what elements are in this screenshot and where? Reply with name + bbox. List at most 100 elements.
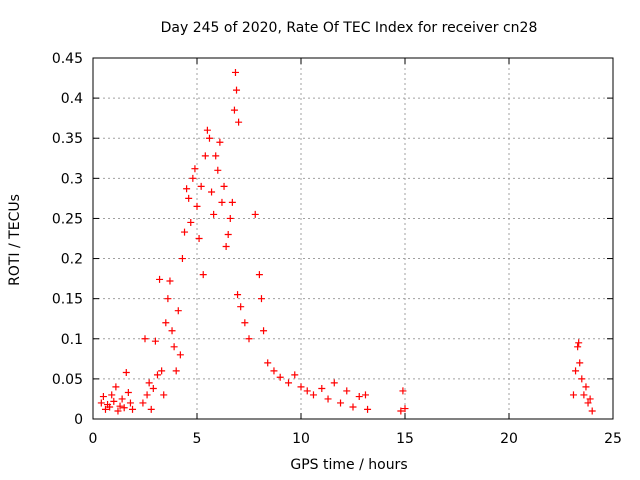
y-tick-label: 0.25 xyxy=(52,211,83,227)
data-point xyxy=(230,106,238,114)
data-point xyxy=(162,319,170,327)
x-tick-label: 20 xyxy=(500,431,518,447)
data-point xyxy=(129,405,137,413)
y-tick-label: 0.1 xyxy=(61,332,83,348)
data-point xyxy=(231,68,239,76)
data-point xyxy=(191,165,199,173)
data-point xyxy=(139,399,147,407)
data-point xyxy=(116,402,124,410)
data-point xyxy=(270,367,278,375)
data-point xyxy=(234,291,242,299)
data-point xyxy=(210,210,218,218)
data-point xyxy=(397,407,405,415)
data-point xyxy=(178,255,186,263)
x-tick-label: 0 xyxy=(89,431,98,447)
y-tick-label: 0.45 xyxy=(52,51,83,67)
data-point xyxy=(399,387,407,395)
data-point xyxy=(276,373,284,381)
data-point xyxy=(226,214,234,222)
x-tick-label: 10 xyxy=(292,431,310,447)
data-point xyxy=(330,379,338,387)
data-point xyxy=(220,182,228,190)
data-points xyxy=(97,68,596,415)
y-axis-label: ROTI / TECUs xyxy=(7,194,23,286)
data-point xyxy=(160,391,168,399)
data-point xyxy=(575,339,583,347)
data-point xyxy=(257,295,265,303)
y-tick-label: 0.3 xyxy=(61,171,83,187)
data-point xyxy=(355,393,363,401)
data-point xyxy=(237,303,245,311)
data-point xyxy=(151,337,159,345)
data-point xyxy=(149,385,157,393)
data-point xyxy=(343,387,351,395)
data-point xyxy=(122,368,130,376)
data-point xyxy=(285,379,293,387)
data-point xyxy=(260,327,268,335)
data-point xyxy=(166,277,174,285)
data-point xyxy=(264,359,272,367)
data-point xyxy=(145,379,153,387)
data-point xyxy=(303,387,311,395)
data-point xyxy=(99,393,107,401)
data-point xyxy=(222,243,230,251)
y-tick-label: 0 xyxy=(74,412,83,428)
data-point xyxy=(141,335,149,343)
data-point xyxy=(578,375,586,383)
data-point xyxy=(183,185,191,193)
data-point xyxy=(106,403,114,411)
data-point xyxy=(120,404,128,412)
data-point xyxy=(580,391,588,399)
y-tick-label: 0.05 xyxy=(52,372,83,388)
chart-title: Day 245 of 2020, Rate Of TEC Index for r… xyxy=(161,20,538,36)
data-point xyxy=(318,385,326,393)
data-point xyxy=(112,383,120,391)
data-point xyxy=(588,407,596,415)
data-point xyxy=(174,307,182,315)
y-tick-label: 0.2 xyxy=(61,252,83,268)
data-point xyxy=(337,399,345,407)
data-point xyxy=(214,166,222,174)
data-point xyxy=(147,405,155,413)
data-point xyxy=(156,275,164,283)
data-point xyxy=(212,152,220,160)
data-point xyxy=(101,405,109,413)
x-tick-label: 15 xyxy=(396,431,414,447)
data-point xyxy=(255,271,263,279)
data-point xyxy=(193,202,201,210)
data-point xyxy=(203,126,211,134)
data-point xyxy=(172,367,180,375)
data-point xyxy=(208,188,216,196)
data-point xyxy=(118,395,126,403)
data-point xyxy=(164,295,172,303)
data-point xyxy=(569,391,577,399)
data-point xyxy=(197,182,205,190)
plot-frame xyxy=(92,57,614,420)
data-point xyxy=(170,343,178,351)
x-tick-label: 25 xyxy=(604,431,622,447)
data-point xyxy=(201,152,209,160)
data-point xyxy=(97,399,105,407)
data-point xyxy=(349,403,357,411)
data-point xyxy=(195,235,203,242)
data-point xyxy=(574,343,582,351)
data-point xyxy=(297,383,305,391)
data-point xyxy=(251,210,259,218)
data-point xyxy=(176,351,184,359)
data-point xyxy=(364,405,372,413)
data-point xyxy=(181,228,189,236)
data-point xyxy=(158,367,166,375)
data-point xyxy=(218,198,226,206)
data-point xyxy=(572,367,580,375)
data-point xyxy=(576,359,584,367)
data-point xyxy=(241,319,249,327)
y-tick-label: 0.15 xyxy=(52,292,83,308)
x-axis-label: GPS time / hours xyxy=(290,457,407,473)
data-point xyxy=(291,371,299,379)
data-point xyxy=(205,134,213,142)
data-point xyxy=(586,395,594,403)
data-point xyxy=(126,399,134,407)
data-point xyxy=(153,371,161,379)
